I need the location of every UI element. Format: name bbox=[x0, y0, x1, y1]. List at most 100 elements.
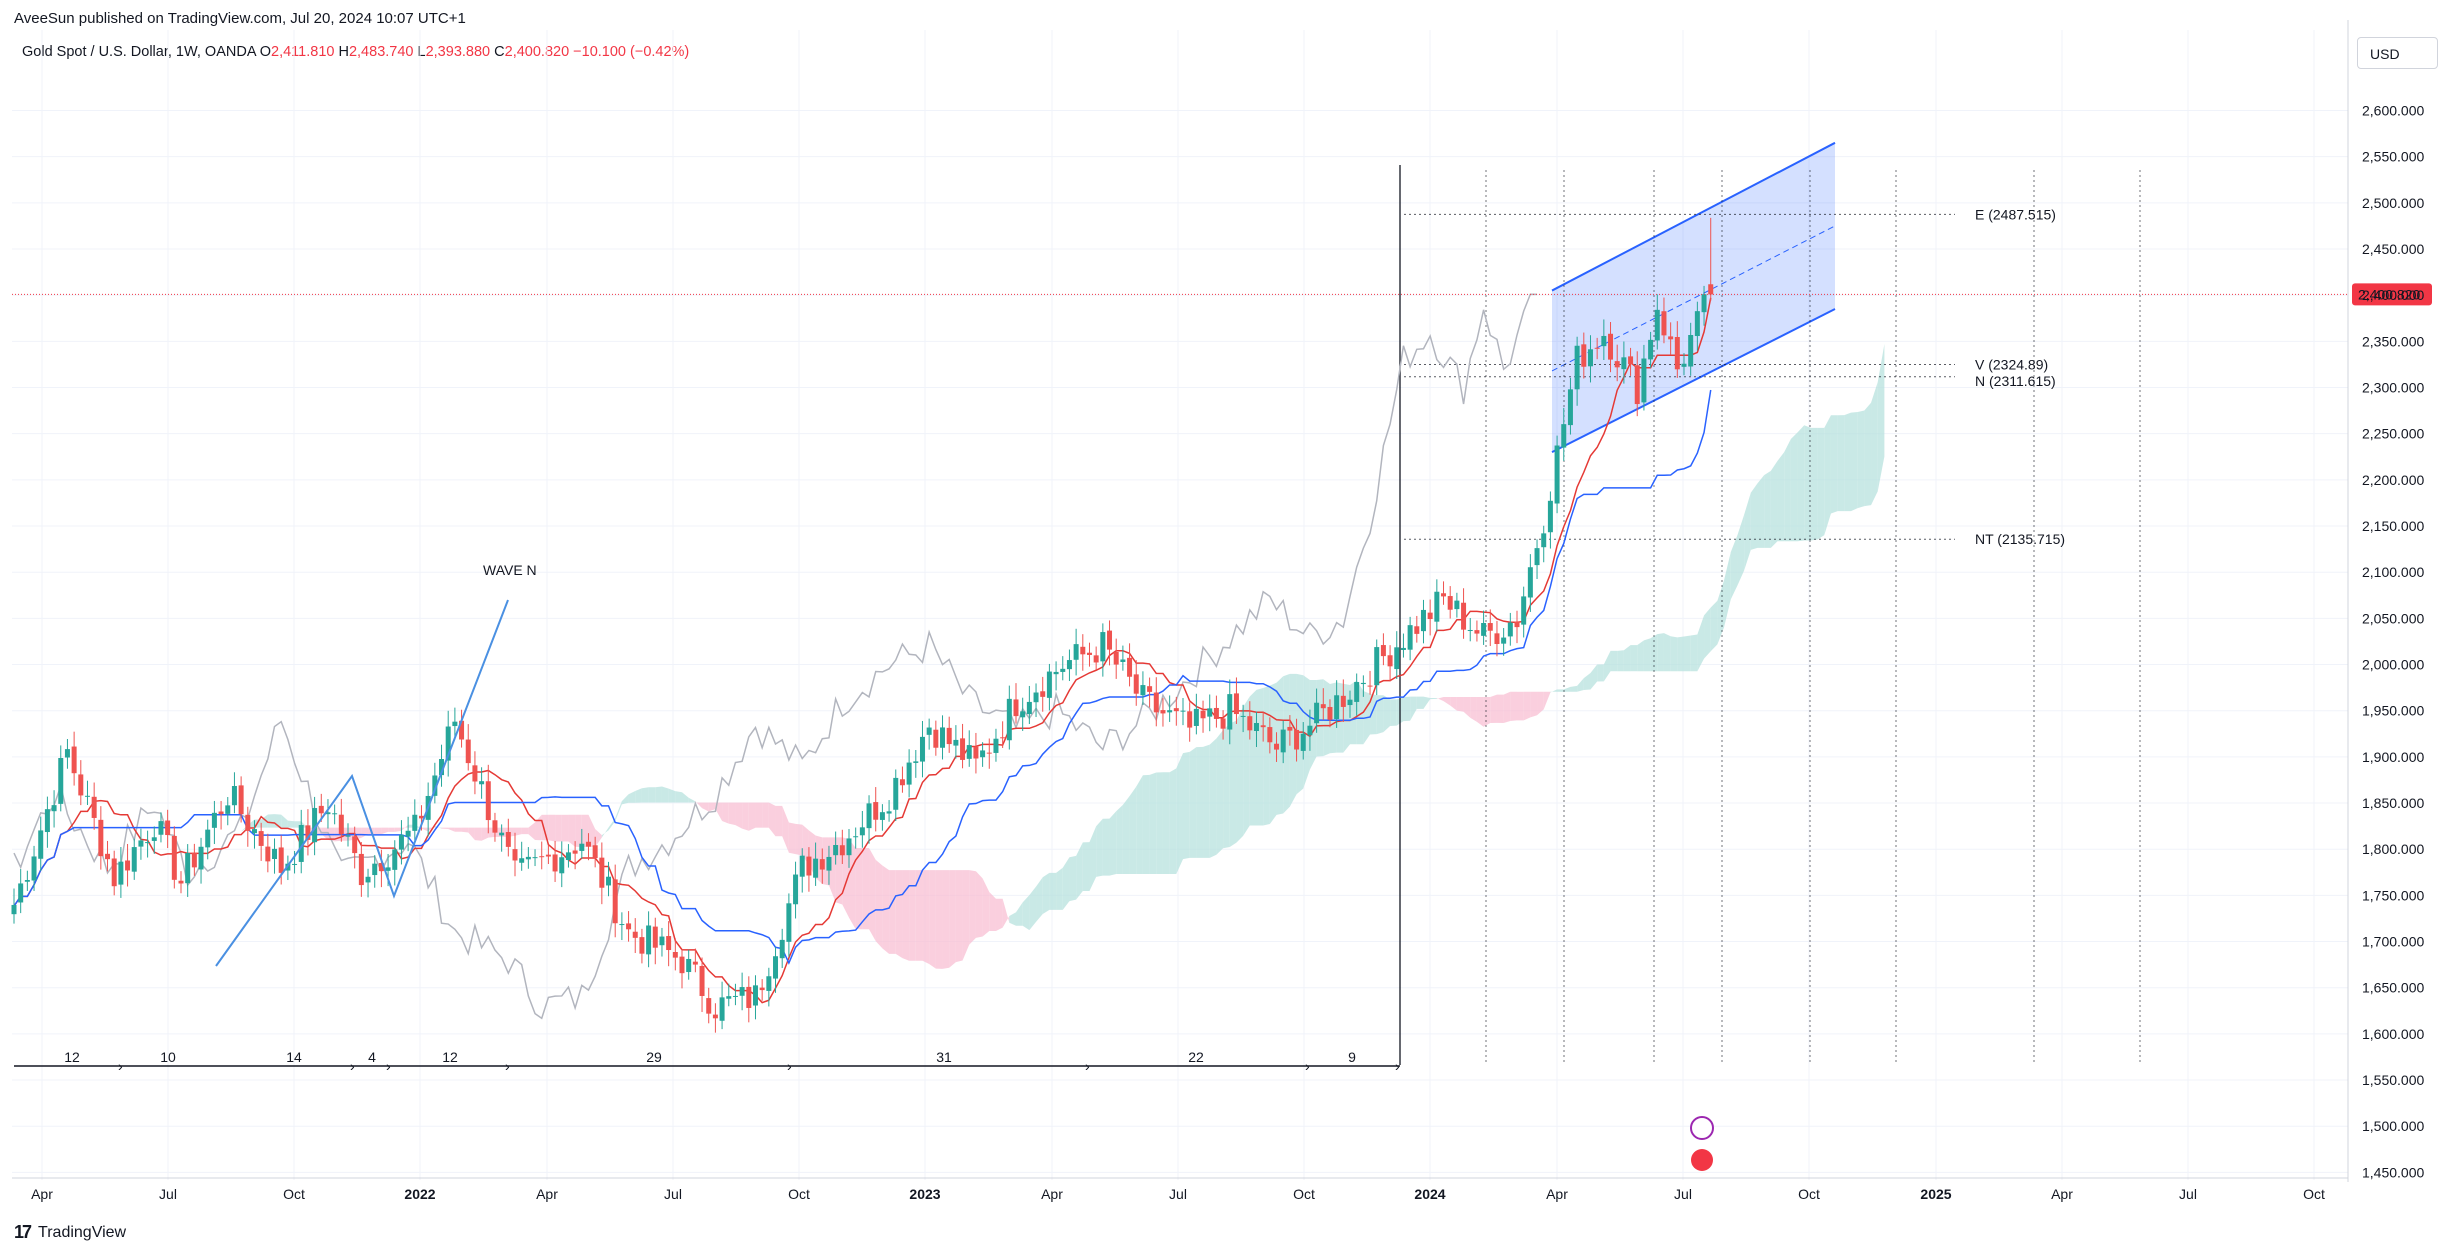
cloud-segment bbox=[1643, 638, 1651, 672]
cloud-segment bbox=[1243, 696, 1250, 836]
candle-body bbox=[258, 831, 264, 846]
cloud-segment bbox=[388, 827, 395, 832]
candle-body bbox=[866, 803, 872, 829]
candle-body bbox=[1534, 548, 1540, 566]
cloud-segment bbox=[374, 827, 382, 835]
cloud-segment bbox=[281, 814, 288, 828]
cloud-segment bbox=[568, 814, 576, 847]
bar-count-label: 4 bbox=[368, 1049, 376, 1065]
cloud-segment bbox=[201, 884, 208, 897]
cloud-segment bbox=[1256, 687, 1264, 826]
symbol-legend[interactable]: Gold Spot / U.S. Dollar, 1W, OANDA O2,41… bbox=[22, 44, 689, 60]
y-tick-label: 2,100.000 bbox=[2362, 564, 2424, 580]
cloud-segment bbox=[1757, 475, 1765, 548]
x-tick-label: Apr bbox=[1041, 1186, 1063, 1202]
y-tick-label: 1,650.000 bbox=[2362, 980, 2424, 996]
cloud-segment bbox=[842, 837, 849, 918]
currency-button[interactable]: USD bbox=[2357, 37, 2438, 69]
cloud-segment bbox=[1456, 696, 1464, 712]
candle-body bbox=[899, 779, 905, 786]
publisher-line: AveeSun published on TradingView.com, Ju… bbox=[14, 10, 466, 27]
cloud-segment bbox=[862, 848, 870, 930]
cloud-segment bbox=[895, 870, 903, 959]
candle-body bbox=[886, 811, 892, 814]
candle-body bbox=[1066, 660, 1072, 670]
candle-body bbox=[532, 857, 538, 859]
cloud-segment bbox=[1189, 747, 1197, 858]
cloud-segment bbox=[1517, 691, 1524, 721]
wave-n-label: WAVE N bbox=[483, 562, 537, 578]
cloud-segment bbox=[1196, 746, 1204, 858]
cloud-segment bbox=[1543, 691, 1551, 710]
candle-body bbox=[1280, 729, 1286, 753]
candle-body bbox=[1307, 725, 1313, 736]
candle-body bbox=[1213, 707, 1219, 719]
candle-body bbox=[1287, 726, 1293, 731]
symbol-name[interactable]: Gold Spot / U.S. Dollar, 1W, OANDA bbox=[22, 44, 256, 60]
channel-mid-line bbox=[1551, 225, 1836, 372]
cloud-segment bbox=[1697, 615, 1705, 672]
cloud-segment bbox=[782, 805, 789, 853]
tradingview-logo[interactable]: 17 TradingView bbox=[14, 1222, 126, 1243]
regression-channel bbox=[1552, 142, 1835, 453]
candle-body bbox=[318, 805, 324, 814]
candle-body bbox=[1501, 637, 1507, 644]
cloud-segment bbox=[1316, 679, 1324, 757]
candle-body bbox=[1454, 600, 1460, 610]
cloud-segment bbox=[1710, 600, 1718, 652]
cloud-segment bbox=[1577, 678, 1584, 692]
candle-body bbox=[1481, 622, 1487, 636]
cloud-segment bbox=[261, 814, 268, 828]
candle-body bbox=[459, 720, 465, 740]
candle-body bbox=[512, 849, 518, 861]
cloud-segment bbox=[1082, 842, 1090, 891]
candle-body bbox=[1614, 361, 1620, 368]
candle-body bbox=[1494, 633, 1500, 645]
cloud-segment bbox=[929, 870, 936, 969]
candle-body bbox=[272, 848, 278, 860]
cloud-segment bbox=[1176, 753, 1183, 875]
candle-body bbox=[572, 850, 578, 854]
candle-body bbox=[178, 880, 184, 884]
cloud-segment bbox=[461, 827, 469, 833]
x-tick-label: Oct bbox=[1293, 1186, 1315, 1202]
candle-body bbox=[793, 874, 799, 905]
cloud-segment bbox=[1851, 411, 1858, 512]
x-tick-label: Jul bbox=[664, 1186, 682, 1202]
candle-body bbox=[439, 759, 445, 776]
cloud-segment bbox=[975, 871, 983, 938]
candle-body bbox=[1187, 711, 1193, 728]
candle-body bbox=[619, 924, 625, 926]
y-tick-label: 2,600.000 bbox=[2362, 102, 2424, 118]
candle-body bbox=[960, 738, 966, 760]
candle-body bbox=[298, 825, 304, 862]
cloud-segment bbox=[1871, 382, 1878, 506]
bar-count-arrow: › bbox=[1395, 1058, 1400, 1074]
candle-body bbox=[1541, 533, 1547, 548]
candle-body bbox=[659, 936, 665, 946]
cloud-segment bbox=[434, 825, 442, 829]
candle-body bbox=[1314, 702, 1320, 724]
cloud-segment bbox=[735, 802, 743, 829]
candle-body bbox=[1594, 347, 1600, 349]
cloud-segment bbox=[1623, 645, 1631, 672]
cloud-segment bbox=[595, 829, 602, 847]
candle-body bbox=[1220, 718, 1226, 729]
cloud-segment bbox=[1537, 691, 1544, 716]
target-label: NT (2135.715) bbox=[1975, 531, 2065, 547]
cloud-segment bbox=[1390, 699, 1397, 726]
chikou-line bbox=[13, 293, 1538, 1020]
candle-body bbox=[1013, 699, 1019, 717]
candle-body bbox=[1020, 711, 1026, 718]
cloud-segment bbox=[361, 827, 369, 838]
cloud-segment bbox=[1503, 691, 1511, 723]
cloud-segment bbox=[1770, 460, 1778, 548]
cloud-segment bbox=[601, 827, 609, 838]
cloud-segment bbox=[1183, 751, 1190, 860]
candle-body bbox=[806, 856, 812, 876]
cloud-segment bbox=[1677, 636, 1684, 672]
x-tick-label: Apr bbox=[536, 1186, 558, 1202]
candle-body bbox=[946, 727, 952, 745]
candle-body bbox=[632, 931, 638, 938]
